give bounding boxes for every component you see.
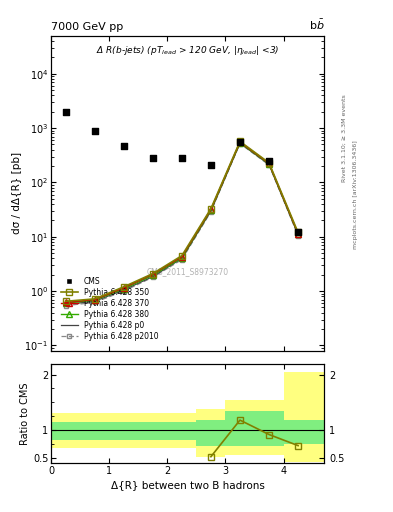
- X-axis label: Δ{R} between two B hadrons: Δ{R} between two B hadrons: [111, 480, 264, 490]
- Point: [62, 108, 69, 116]
- Point: [179, 154, 185, 162]
- Point: [237, 138, 243, 146]
- Text: Rivet 3.1.10; ≥ 3.3M events: Rivet 3.1.10; ≥ 3.3M events: [342, 94, 346, 182]
- Y-axis label: dσ / dΔ{R} [pb]: dσ / dΔ{R} [pb]: [12, 152, 22, 234]
- Text: b$\bar{b}$: b$\bar{b}$: [309, 18, 324, 32]
- Text: mcplots.cern.ch [arXiv:1306.3436]: mcplots.cern.ch [arXiv:1306.3436]: [353, 140, 358, 249]
- Point: [208, 161, 214, 169]
- Point: [150, 154, 156, 162]
- Y-axis label: Ratio to CMS: Ratio to CMS: [20, 382, 30, 445]
- Text: Δ R(b-jets) (pT$_{lead}$ > 120 GeV, |$\eta_{lead}$| <3): Δ R(b-jets) (pT$_{lead}$ > 120 GeV, |$\e…: [96, 44, 279, 57]
- Point: [121, 142, 127, 150]
- Legend: CMS, Pythia 6.428 350, Pythia 6.428 370, Pythia 6.428 380, Pythia 6.428 p0, Pyth: CMS, Pythia 6.428 350, Pythia 6.428 370,…: [58, 274, 161, 344]
- Text: CMS_2011_S8973270: CMS_2011_S8973270: [147, 267, 229, 276]
- Text: 7000 GeV pp: 7000 GeV pp: [51, 22, 123, 32]
- Point: [92, 126, 98, 135]
- Point: [266, 157, 272, 165]
- Point: [295, 228, 301, 237]
